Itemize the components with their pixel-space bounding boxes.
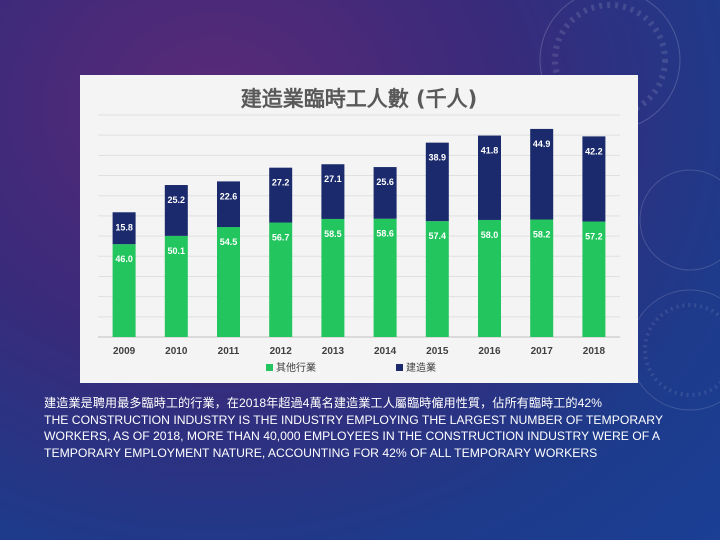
deco-ring xyxy=(552,2,668,118)
bar-construction xyxy=(582,136,606,222)
bar-construction xyxy=(269,167,293,223)
x-tick-label: 2017 xyxy=(531,346,554,357)
x-tick-label: 2012 xyxy=(270,346,293,357)
caption-en: THE CONSTRUCTION INDUSTRY IS THE INDUSTR… xyxy=(44,412,663,460)
data-label: 58.2 xyxy=(533,230,551,240)
data-label: 25.6 xyxy=(376,177,394,187)
bar-other-industries xyxy=(164,235,188,337)
bar-construction xyxy=(478,135,501,220)
data-label: 41.8 xyxy=(481,146,499,156)
data-label: 44.9 xyxy=(533,139,551,149)
bar-construction xyxy=(112,212,136,245)
stacked-bar-chart: 46.0 15.8 2009 50.1 25.2 2010 54.5 22.6 2011 56.7… xyxy=(98,114,620,374)
bar-construction xyxy=(425,142,449,222)
caption-zh: 建造業是聘用最多臨時工的行業，在2018年超過4萬名建造業工人屬臨時僱用性質，佔… xyxy=(44,396,602,410)
legend-label: 建造業 xyxy=(406,361,436,374)
data-label: 58.6 xyxy=(376,229,394,239)
chart-title: 建造業臨時工人數 (千人) xyxy=(240,87,478,111)
data-label: 15.8 xyxy=(115,222,133,232)
data-label: 57.2 xyxy=(585,232,603,242)
data-label: 58.0 xyxy=(481,230,499,240)
bar-construction xyxy=(321,164,345,219)
bar-construction xyxy=(217,181,240,228)
chart-panel: 建造業臨時工人數 (千人) 46.0 15.8 2009 50.1 25.2 2010 54… xyxy=(80,75,638,383)
bar-other-industries xyxy=(478,219,501,337)
x-tick-label: 2013 xyxy=(322,346,345,357)
data-label: 46.0 xyxy=(115,254,133,264)
deco-ring xyxy=(639,169,720,271)
x-tick-label: 2011 xyxy=(218,346,240,357)
data-label: 27.1 xyxy=(324,174,342,184)
bar-other-industries xyxy=(373,218,397,337)
data-label: 42.2 xyxy=(585,146,603,156)
bar-other-industries xyxy=(112,244,136,337)
x-tick-label: 2015 xyxy=(426,346,449,357)
data-label: 58.5 xyxy=(324,229,342,239)
data-label: 38.9 xyxy=(429,153,447,163)
bar-other-industries xyxy=(217,227,240,337)
bar-construction xyxy=(373,167,397,219)
data-label: 54.5 xyxy=(220,237,238,247)
x-tick-label: 2010 xyxy=(165,346,188,357)
x-tick-label: 2016 xyxy=(478,346,501,357)
bar-other-industries xyxy=(269,222,293,337)
x-tick-label: 2014 xyxy=(374,346,397,357)
deco-ring xyxy=(643,303,720,397)
bar-other-industries xyxy=(321,218,345,337)
data-label: 27.2 xyxy=(272,178,290,188)
legend-swatch xyxy=(396,364,403,371)
caption: 建造業是聘用最多臨時工的行業，在2018年超過4萬名建造業工人屬臨時僱用性質，佔… xyxy=(44,395,684,461)
data-label: 25.2 xyxy=(168,195,186,205)
legend-label: 其他行業 xyxy=(276,361,316,374)
data-label: 22.6 xyxy=(220,191,238,201)
bar-construction xyxy=(164,185,188,236)
data-label: 57.4 xyxy=(429,231,447,241)
bar-other-industries xyxy=(530,219,554,337)
x-tick-label: 2018 xyxy=(583,346,606,357)
x-tick-label: 2009 xyxy=(113,346,136,357)
bar-other-industries xyxy=(425,221,449,337)
legend-swatch xyxy=(266,364,273,371)
bar-construction xyxy=(530,128,554,220)
data-label: 56.7 xyxy=(272,233,290,243)
data-label: 50.1 xyxy=(168,246,186,256)
bar-other-industries xyxy=(582,221,606,337)
